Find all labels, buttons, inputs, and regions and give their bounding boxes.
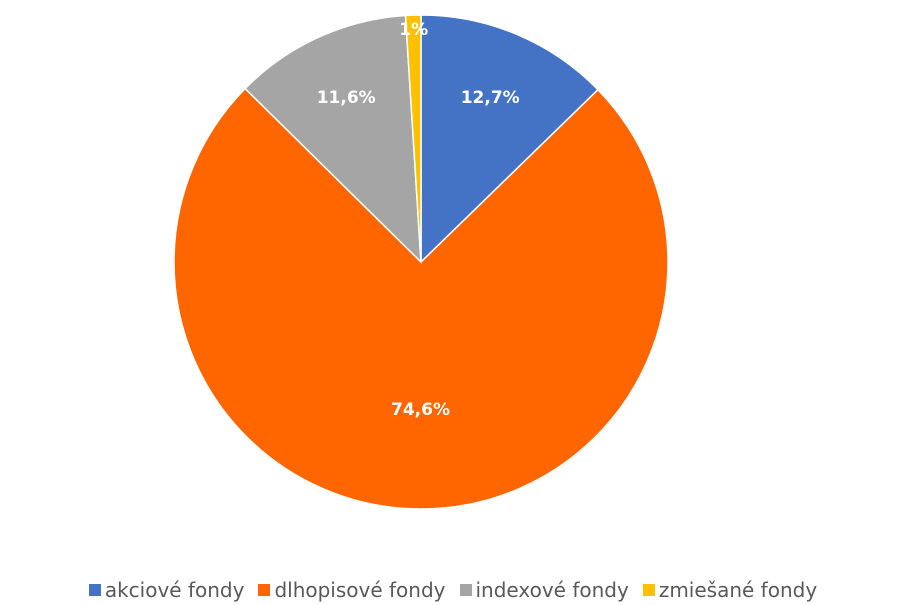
legend-item-1: akciové fondy	[88, 578, 245, 602]
pie-slice-4	[404, 14, 422, 263]
pie-slice-1	[420, 14, 600, 264]
legend-label: akciové fondy	[104, 578, 245, 602]
pie-slice-3	[244, 14, 422, 264]
slice-label-2: 74,6%	[391, 400, 450, 420]
pie-slices	[173, 14, 669, 510]
legend-item-3: indexové fondy	[459, 578, 629, 602]
legend-item-4: zmiešané fondy	[642, 578, 818, 602]
legend-swatch	[88, 584, 101, 596]
slice-label-3: 11,6%	[317, 88, 376, 108]
legend-label: indexové fondy	[475, 578, 629, 602]
slice-label-4: 1%	[399, 20, 428, 40]
legend-swatch	[258, 584, 271, 596]
slice-label-1: 12,7%	[461, 88, 520, 108]
legend-label: dlhopisové fondy	[274, 578, 446, 602]
pie-slice-2	[173, 87, 669, 510]
slice-labels: 12,7% 74,6% 11,6% 1%	[317, 20, 520, 420]
legend: akciové fondy dlhopisové fondy indexové fo…	[0, 578, 906, 602]
legend-swatch	[459, 584, 472, 596]
legend-label: zmiešané fondy	[658, 578, 818, 602]
legend-swatch	[642, 584, 655, 596]
legend-item-2: dlhopisové fondy	[258, 578, 446, 602]
